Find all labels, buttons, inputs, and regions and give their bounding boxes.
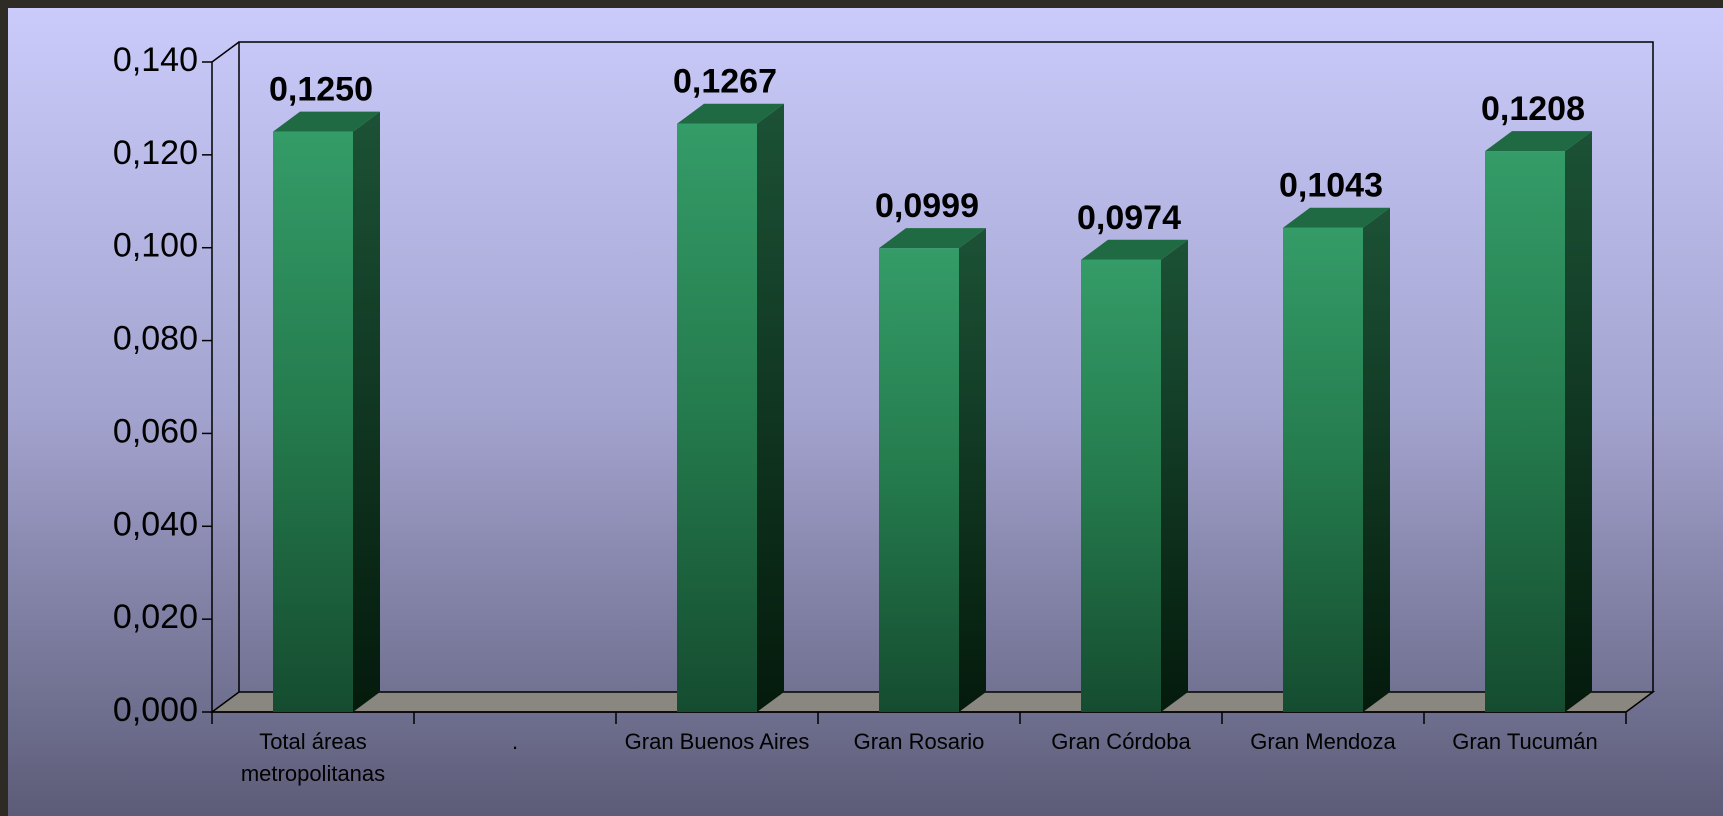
x-tick-label: Total áreas metropolitanas: [240, 729, 386, 786]
bar: [1283, 207, 1390, 712]
wall-edge: [211, 41, 240, 63]
bar-top: [1081, 239, 1188, 260]
value-label: 0,1267: [673, 63, 777, 101]
x-tick-label: .: [511, 729, 519, 754]
bar-front: [1081, 259, 1161, 712]
bar: [273, 111, 380, 713]
x-tick-label: Gran Rosario: [853, 729, 985, 754]
bar-side: [1363, 207, 1390, 712]
bar-side: [757, 103, 784, 712]
value-label: 0,0999: [875, 187, 979, 225]
bar-side: [1565, 131, 1592, 713]
back-wall: [238, 41, 1654, 692]
bar-top: [1485, 131, 1592, 152]
bar-front: [1283, 227, 1363, 712]
y-tick-label: 0,060: [113, 412, 198, 450]
x-tick-label: Gran Tucumán: [1452, 729, 1598, 754]
x-tick-label: Gran Córdoba: [1051, 729, 1191, 754]
value-label: 0,0974: [1077, 199, 1181, 237]
value-label: 0,1043: [1279, 167, 1383, 205]
y-tick-label: 0,140: [113, 41, 198, 79]
bar-top: [273, 111, 380, 132]
bar-top: [677, 103, 784, 124]
bar: [1081, 239, 1188, 713]
bar: [1485, 131, 1592, 713]
bar-front: [1485, 151, 1565, 713]
bar-front: [273, 131, 353, 713]
y-tick-label: 0,000: [113, 691, 198, 729]
bar-top: [1283, 207, 1390, 228]
bar-side: [1161, 239, 1188, 713]
bar-side: [353, 111, 380, 712]
y-tick-label: 0,020: [113, 598, 198, 636]
bar-side: [959, 228, 986, 712]
y-tick-label: 0,040: [113, 505, 198, 543]
x-tick-label: Gran Mendoza: [1250, 729, 1396, 754]
bar-top: [879, 228, 986, 249]
y-tick-label: 0,080: [113, 320, 198, 358]
y-tick-label: 0,120: [113, 134, 198, 172]
bar-front: [879, 248, 959, 712]
x-tick-label: Gran Buenos Aires: [624, 729, 810, 754]
value-label: 0,1208: [1481, 90, 1585, 128]
y-tick-label: 0,100: [113, 227, 198, 265]
bar: [879, 228, 986, 712]
bar-front: [677, 123, 757, 712]
bar: [677, 103, 784, 712]
value-label: 0,1250: [269, 71, 373, 109]
